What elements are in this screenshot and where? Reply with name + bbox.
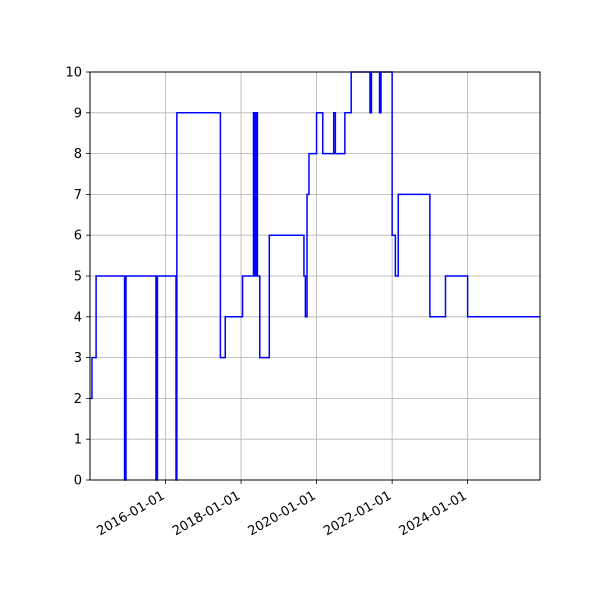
x-tick-label: 2022-01-01	[321, 488, 394, 539]
y-tick-label: 8	[74, 147, 82, 162]
x-tick-label: 2020-01-01	[246, 488, 319, 539]
y-tick-label: 4	[74, 310, 82, 325]
x-tick-label: 2018-01-01	[170, 488, 243, 539]
y-tick-label: 6	[74, 229, 82, 244]
y-tick-label: 5	[74, 270, 82, 285]
y-tick-label: 9	[74, 106, 82, 121]
y-tick-label: 10	[65, 66, 82, 81]
y-tick-labels: 0 1 2 3 4 5 6 7 8 9 10	[65, 66, 82, 489]
tick-marks	[86, 71, 469, 484]
y-tick-label: 3	[74, 351, 82, 366]
y-tick-label: 2	[74, 392, 82, 407]
x-tick-label: 2016-01-01	[95, 488, 168, 539]
y-tick-label: 7	[74, 188, 82, 203]
x-tick-label: 2024-01-01	[397, 488, 470, 539]
x-tick-labels: 2016-01-01 2018-01-01 2020-01-01 2022-01-01…	[95, 488, 470, 539]
y-tick-label: 0	[74, 474, 82, 489]
y-tick-label: 1	[74, 433, 82, 448]
